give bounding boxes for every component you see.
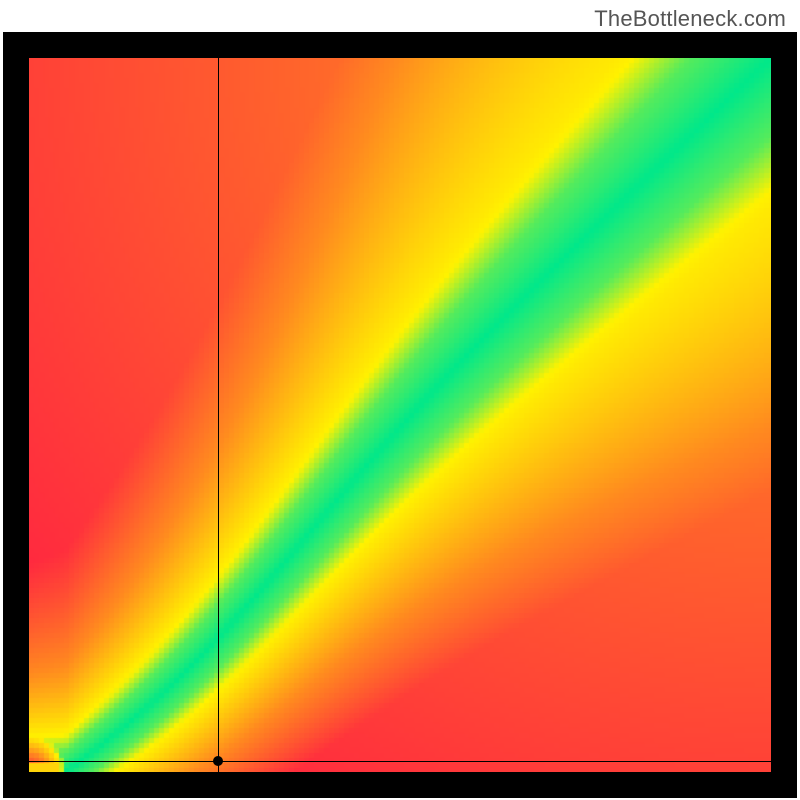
frame-top [3, 32, 797, 58]
frame-left [3, 32, 29, 798]
crosshair-horizontal [29, 761, 771, 762]
heatmap-canvas [29, 58, 771, 772]
chart-container: TheBottleneck.com [0, 0, 800, 800]
frame-bottom [3, 772, 797, 798]
frame-right [771, 32, 797, 798]
crosshair-vertical [218, 58, 219, 772]
watermark-text: TheBottleneck.com [594, 6, 786, 32]
heatmap-plot [29, 58, 771, 772]
crosshair-marker [213, 756, 223, 766]
